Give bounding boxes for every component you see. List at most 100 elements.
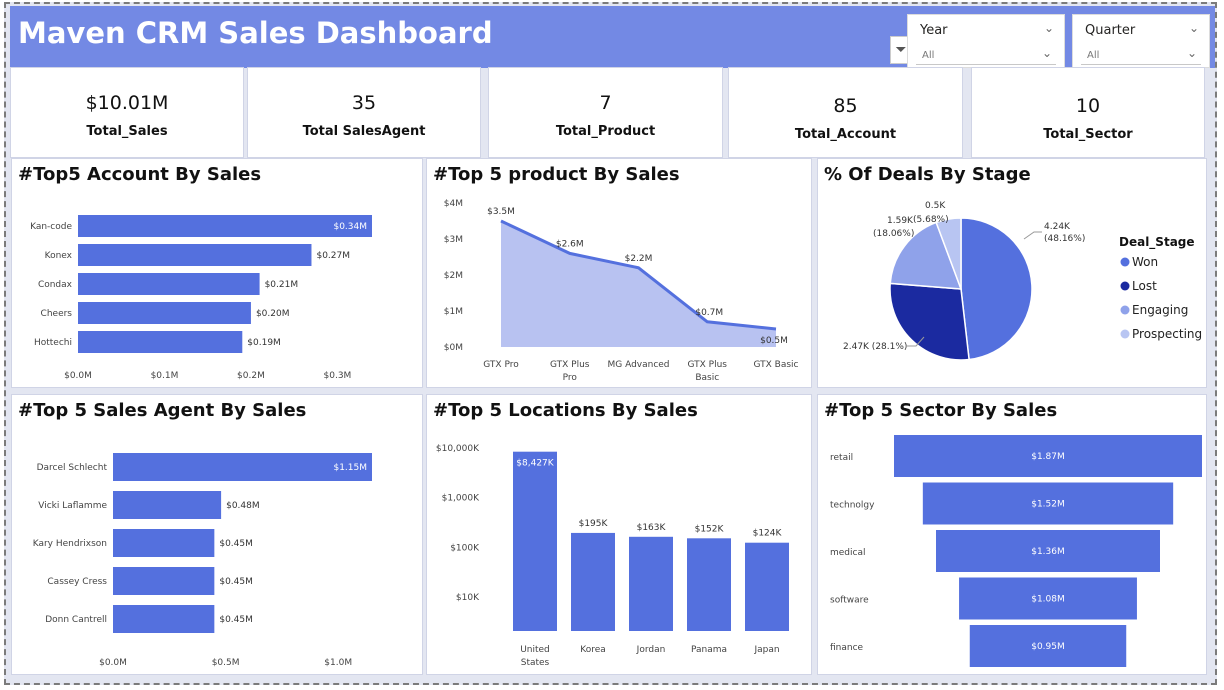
data-label: $1.15M bbox=[333, 463, 367, 473]
legend-marker[interactable] bbox=[1120, 329, 1130, 339]
funnel-bar[interactable] bbox=[959, 577, 1137, 620]
bar[interactable] bbox=[78, 215, 372, 237]
category-label: GTX Plus bbox=[550, 360, 590, 370]
leader-line[interactable] bbox=[1023, 231, 1042, 240]
kpi-value: 85 bbox=[833, 95, 858, 117]
kpi-label: Total_Account bbox=[794, 127, 897, 142]
chevron-down-icon[interactable]: ⌄ bbox=[1186, 46, 1197, 60]
legend-marker[interactable] bbox=[1120, 281, 1130, 291]
kpi-label: Total_Sales bbox=[86, 124, 168, 139]
tick-label: $3M bbox=[444, 235, 463, 245]
tick-label: $0.0M bbox=[99, 658, 127, 668]
top-products-panel[interactable]: #Top 5 product By Sales $4M $3M $2M $1M $0M $… bbox=[426, 158, 812, 388]
category-label: medical bbox=[830, 548, 865, 558]
chevron-down-icon[interactable]: ⌄ bbox=[1041, 46, 1052, 60]
category-label: Darcel Schlecht bbox=[37, 463, 108, 473]
category-label: Jordan bbox=[636, 645, 666, 655]
top-products-chart[interactable]: $4M $3M $2M $1M $0M $3.5M $2.6M $2.2M $0.7M $0.5M… bbox=[427, 159, 813, 389]
category-label: MG Advanced bbox=[607, 360, 669, 370]
kpi-total-sales: $10.01M Total_Sales bbox=[10, 67, 244, 158]
top-agents-chart[interactable]: Darcel Schlecht $1.15M Vicki Laflamme $0.48… bbox=[12, 395, 424, 676]
tick-label: $0.3M bbox=[324, 371, 352, 381]
funnel-bar[interactable] bbox=[894, 435, 1202, 477]
category-label: Panama bbox=[691, 645, 727, 655]
kpi-label: Total_Product bbox=[555, 124, 656, 139]
data-label: (18.06%) bbox=[873, 229, 914, 239]
pie-slice[interactable] bbox=[889, 221, 963, 290]
category-label: Konex bbox=[45, 251, 73, 261]
series-line[interactable] bbox=[500, 219, 777, 331]
quarter-dropdown[interactable]: All ⌄ bbox=[1081, 45, 1201, 65]
bar[interactable] bbox=[113, 605, 215, 633]
pie-slice[interactable] bbox=[960, 217, 1033, 361]
kpi-value: $10.01M bbox=[85, 92, 169, 114]
legend-marker[interactable] bbox=[1120, 257, 1130, 267]
bar[interactable] bbox=[78, 244, 312, 266]
area-fill[interactable] bbox=[501, 221, 776, 347]
legend-marker[interactable] bbox=[1120, 305, 1130, 315]
funnel-bar[interactable] bbox=[922, 482, 1174, 525]
data-label: $0.19M bbox=[247, 338, 281, 348]
data-label: $0.27M bbox=[316, 251, 350, 261]
chart-title: % Of Deals By Stage bbox=[824, 164, 1031, 185]
funnel-bar[interactable] bbox=[969, 625, 1127, 667]
tick-label: $100K bbox=[450, 543, 480, 553]
bar[interactable] bbox=[687, 538, 731, 631]
bar[interactable] bbox=[745, 542, 789, 631]
tick-label: $0M bbox=[444, 343, 463, 353]
data-label: $0.7M bbox=[695, 308, 723, 318]
data-label: $0.45M bbox=[219, 539, 253, 549]
category-label: Cheers bbox=[41, 309, 73, 319]
data-label: $195K bbox=[579, 519, 609, 529]
tick-label: $0.0M bbox=[64, 371, 92, 381]
data-label: $8,427K bbox=[516, 459, 554, 469]
chevron-down-icon[interactable]: ⌄ bbox=[1043, 21, 1054, 35]
top-locations-panel[interactable]: #Top 5 Locations By Sales $10,000K $1,000… bbox=[426, 394, 812, 675]
bar[interactable] bbox=[78, 302, 251, 324]
data-label: (5.68%) bbox=[913, 215, 949, 225]
pie-slice[interactable] bbox=[935, 217, 962, 290]
bar[interactable] bbox=[513, 451, 557, 631]
top-accounts-panel[interactable]: #Top5 Account By Sales Kan-code $0.34M Kon… bbox=[11, 158, 423, 388]
pie-slice[interactable] bbox=[889, 282, 970, 361]
tick-label: $10,000K bbox=[436, 444, 480, 454]
top-sectors-panel[interactable]: #Top 5 Sector By Sales retail $1.87M techn… bbox=[817, 394, 1207, 675]
bar[interactable] bbox=[113, 491, 222, 519]
kpi-label: Total_Sector bbox=[1043, 127, 1133, 142]
top-accounts-chart[interactable]: Kan-code $0.34M Konex $0.27M Condax $0.21M Che… bbox=[12, 159, 424, 389]
chevron-down-icon[interactable]: ⌄ bbox=[1188, 21, 1199, 35]
data-label: $1.36M bbox=[1031, 547, 1065, 557]
bar[interactable] bbox=[113, 453, 372, 481]
deal-stage-chart[interactable]: 4.24K (48.16%) 2.47K (28.1%) 1.59K (18.06%) 0… bbox=[818, 159, 1208, 389]
top-sectors-chart[interactable]: retail $1.87M technolgy $1.52M medical $1.36M… bbox=[818, 395, 1208, 676]
bar[interactable] bbox=[78, 331, 243, 353]
category-label: Japan bbox=[753, 645, 779, 655]
header-bar: Maven CRM Sales Dashboard ⏷ Year ⌄ All ⌄… bbox=[10, 6, 1215, 68]
dashboard-canvas: Maven CRM Sales Dashboard ⏷ Year ⌄ All ⌄… bbox=[4, 2, 1217, 685]
top-locations-chart[interactable]: $10,000K $1,000K $100K $10K $8,427K United Sta… bbox=[427, 395, 813, 676]
legend-title: Deal_Stage bbox=[1119, 235, 1195, 250]
bar[interactable] bbox=[113, 529, 215, 557]
data-label: $1.08M bbox=[1031, 595, 1065, 605]
bar[interactable] bbox=[571, 532, 615, 631]
bar[interactable] bbox=[113, 567, 215, 595]
data-label: $0.45M bbox=[219, 577, 253, 587]
bar[interactable] bbox=[78, 273, 260, 295]
chart-title: #Top 5 Sales Agent By Sales bbox=[18, 400, 307, 421]
year-dropdown[interactable]: All ⌄ bbox=[916, 45, 1056, 65]
top-agents-panel[interactable]: #Top 5 Sales Agent By Sales Darcel Schle… bbox=[11, 394, 423, 675]
quarter-dropdown-value: All bbox=[1087, 50, 1100, 61]
data-label: $0.95M bbox=[1031, 642, 1065, 652]
leader-line[interactable] bbox=[906, 336, 925, 347]
legend-item: Lost bbox=[1132, 279, 1157, 293]
quarter-slicer[interactable]: Quarter ⌄ All ⌄ bbox=[1072, 14, 1210, 68]
bar[interactable] bbox=[629, 536, 673, 631]
data-label: $0.34M bbox=[333, 222, 367, 232]
kpi-total-product: 7 Total_Product bbox=[488, 67, 723, 158]
year-slicer[interactable]: Year ⌄ All ⌄ bbox=[907, 14, 1065, 68]
data-label: 4.24K bbox=[1044, 222, 1071, 232]
funnel-bar[interactable] bbox=[936, 530, 1160, 572]
deal-stage-panel[interactable]: % Of Deals By Stage 4.24K (48.16%) 2.47K (… bbox=[817, 158, 1207, 388]
chart-title: #Top 5 Sector By Sales bbox=[824, 400, 1058, 421]
tick-label: $0.2M bbox=[237, 371, 265, 381]
